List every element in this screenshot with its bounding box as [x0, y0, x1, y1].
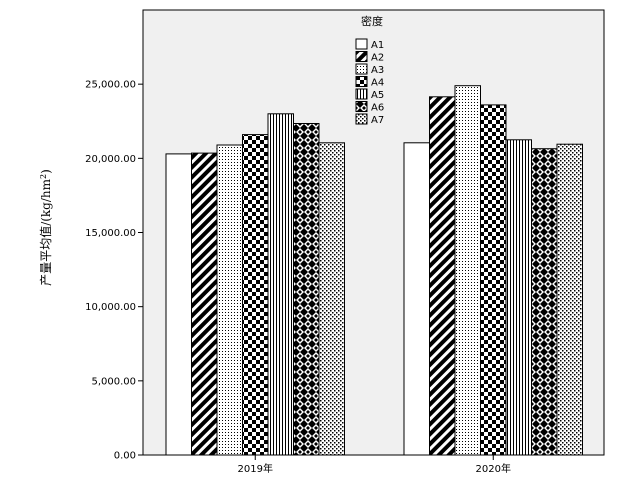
- legend-swatch-a1: [355, 38, 368, 50]
- bar-a1-1: [165, 153, 192, 456]
- bar-a2-1: [191, 152, 218, 456]
- legend-swatch-a2: [355, 51, 368, 62]
- bar-a1-2: [403, 142, 430, 456]
- axes-group: 0.00 5,000.00 10,000.00 15,000.00 20,000.00 2…: [85, 80, 511, 475]
- bar-a4-2: [480, 104, 507, 456]
- y-axis-label: 产量平均值/(kg/hm2): [38, 169, 53, 286]
- bar-a2-2: [429, 96, 456, 456]
- legend-swatch-a4: [355, 76, 368, 87]
- bar-a6-2: [531, 148, 558, 456]
- bar-a3-1: [216, 144, 243, 456]
- y-tick-label: 20,000.00: [85, 154, 136, 165]
- bar-a6-1: [293, 123, 320, 456]
- bar-a4-1: [242, 134, 269, 456]
- y-tick-label: 5,000.00: [91, 376, 136, 387]
- bar-a7-1: [318, 142, 345, 456]
- legend-swatch-a5: [355, 88, 368, 100]
- legend-label-a1: A1: [371, 40, 384, 51]
- legend-title: 密度: [361, 14, 383, 28]
- y-tick-label: 15,000.00: [85, 228, 136, 239]
- legend-label-a4: A4: [371, 78, 384, 89]
- legend-label-a2: A2: [371, 53, 384, 64]
- legend-label-a7: A7: [371, 115, 384, 126]
- y-tick-label: 25,000.00: [85, 80, 136, 91]
- bar-a5-1: [267, 113, 294, 456]
- legend-label-a6: A6: [371, 103, 384, 114]
- bar-a3-2: [454, 85, 481, 456]
- legend-swatch-a3: [355, 63, 368, 75]
- y-tick-label: 10,000.00: [85, 302, 136, 313]
- y-tick-label: 0.00: [114, 451, 136, 462]
- legend-label-a5: A5: [371, 90, 384, 101]
- bar-a7-2: [556, 143, 583, 456]
- bar-a5-2: [505, 139, 532, 456]
- legend-label-a3: A3: [371, 65, 384, 76]
- x-tick-label: 2019年: [238, 462, 273, 475]
- bars-group: [165, 85, 583, 456]
- legend-swatch-a6: [355, 101, 368, 112]
- legend-swatch-a7: [355, 113, 368, 125]
- x-tick-label: 2020年: [476, 462, 511, 475]
